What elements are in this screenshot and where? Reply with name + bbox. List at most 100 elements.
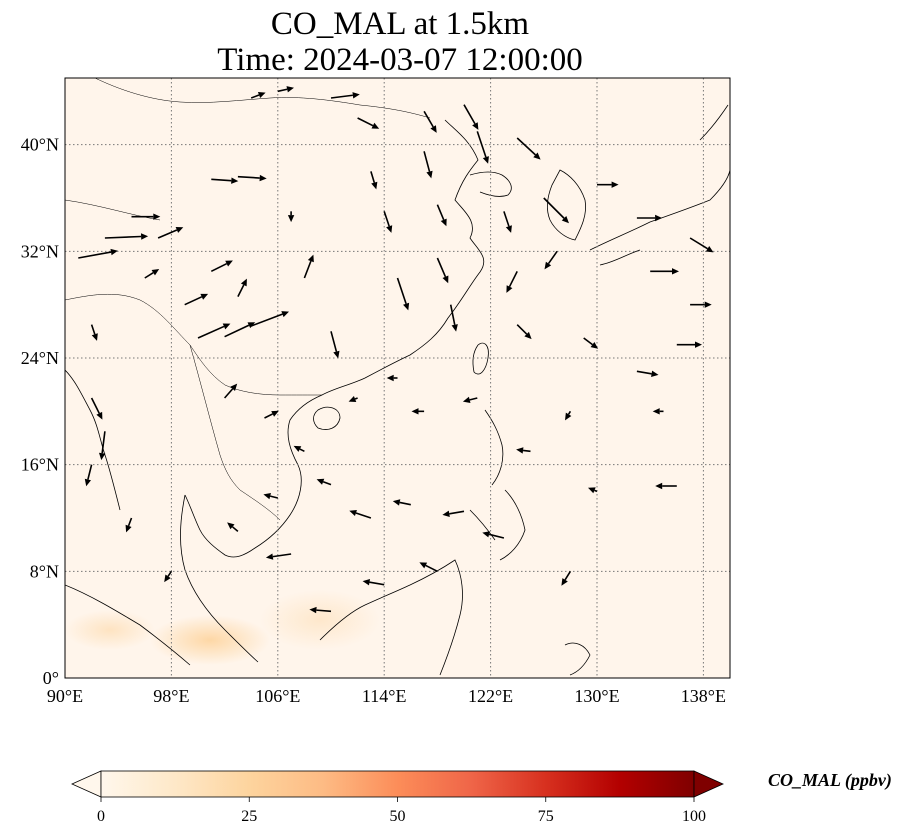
wind-arrow: [357, 117, 380, 129]
longitude-ticks: 90°E 98°E 106°E 114°E 122°E 130°E 138°E: [47, 686, 726, 706]
wind-arrow: [330, 92, 360, 99]
lat-tick-label: 32°N: [21, 241, 59, 261]
colorbar-ticks: 0 25 50 75 100: [97, 797, 706, 825]
coastline-shandong: [469, 171, 512, 197]
wind-arrow: [90, 324, 98, 341]
wind-arrow: [544, 250, 558, 270]
wind-arrow: [482, 531, 505, 539]
country-border: [94, 78, 431, 119]
wind-arrow: [436, 257, 449, 284]
wind-arrow: [506, 270, 518, 293]
wind-arrow: [423, 151, 433, 179]
lon-tick-label: 138°E: [681, 686, 726, 706]
chart-subtitle-time: Time: 2024-03-07 12:00:00: [217, 42, 583, 78]
wind-arrow: [449, 304, 458, 332]
wind-arrow: [197, 323, 231, 339]
colorbar: 0 25 50 75 100: [71, 770, 724, 825]
wind-arrow: [98, 431, 106, 461]
wind-arrow: [436, 204, 447, 227]
wind-arrow: [104, 233, 149, 240]
wind-arrow: [237, 174, 267, 182]
wind-arrow: [370, 171, 378, 190]
wind-arrow: [362, 579, 385, 586]
colorbar-tick-label: 50: [390, 808, 406, 825]
colorbar-tick-label: 75: [538, 808, 554, 825]
lon-tick-label: 106°E: [255, 686, 300, 706]
lon-tick-label: 98°E: [153, 686, 189, 706]
gridlines: [65, 78, 730, 678]
wind-arrow: [583, 337, 599, 349]
wind-arrow: [597, 181, 619, 188]
wind-arrow: [636, 214, 663, 222]
map-frame: [64, 77, 731, 679]
wind-arrow: [164, 570, 173, 583]
wind-arrow: [516, 137, 541, 160]
wind-arrow: [84, 464, 93, 487]
coastline-hainan: [313, 406, 341, 430]
chart-title: CO_MAL at 1.5km: [270, 6, 530, 42]
coastline-china: [321, 119, 485, 396]
wind-arrow: [423, 110, 437, 133]
wind-arrow: [503, 211, 512, 233]
wind-arrow: [265, 553, 292, 560]
lat-tick-label: 0°: [43, 668, 59, 688]
coastline-myanmar: [65, 369, 121, 511]
coastline-taiwan: [472, 342, 489, 375]
wind-arrow: [419, 562, 438, 573]
country-border: [65, 199, 322, 521]
wind-arrow: [125, 517, 133, 533]
wind-arrow: [210, 260, 233, 273]
wind-arrow: [184, 293, 209, 306]
wind-arrow: [516, 447, 531, 454]
wind-arrow: [78, 248, 118, 259]
wind-arrow: [250, 311, 289, 327]
wind-arrow: [90, 397, 103, 420]
wind-arrow: [411, 408, 425, 415]
colorbar-tick-label: 100: [682, 808, 706, 825]
coastline-indochina: [184, 394, 323, 558]
wind-arrow: [349, 509, 372, 519]
wind-arrow: [250, 92, 266, 99]
coastline-borneo: [319, 559, 463, 676]
wind-arrow: [157, 227, 184, 239]
wind-arrow: [316, 478, 332, 486]
coastline-sulawesi: [564, 642, 591, 676]
colorbar-extend-low: [71, 770, 102, 798]
colorbar-bar: [100, 770, 695, 798]
wind-arrow: [227, 522, 239, 532]
lon-tick-label: 90°E: [47, 686, 83, 706]
wind-arrow: [689, 237, 714, 253]
wind-arrow: [287, 211, 295, 223]
wind-arrow: [330, 331, 340, 359]
wind-arrow: [476, 131, 489, 164]
wind-arrow: [211, 177, 239, 184]
wind-arrow: [462, 396, 478, 404]
colorbar-label: CO_MAL (ppbv): [768, 770, 892, 790]
wind-arrow: [277, 86, 294, 93]
wind-arrow: [690, 301, 712, 308]
co-concentration-patch: [260, 590, 380, 650]
coastline-japan: [589, 104, 730, 266]
wind-arrow: [263, 492, 278, 500]
lat-tick-label: 40°N: [21, 135, 59, 155]
wind-vectors: [78, 86, 714, 614]
wind-arrow: [223, 383, 238, 399]
wind-arrow: [652, 408, 664, 415]
colorbar-extend-high: [693, 770, 724, 798]
wind-arrow: [237, 278, 247, 298]
coastline-malay: [180, 494, 259, 663]
wind-arrow: [516, 324, 532, 340]
wind-arrow: [293, 445, 305, 453]
wind-arrow: [396, 277, 410, 311]
wind-arrow: [588, 487, 598, 494]
lat-tick-label: 8°N: [30, 561, 59, 581]
colorbar-tick-label: 0: [97, 808, 105, 825]
latitude-ticks: 0° 8°N 16°N 24°N 32°N 40°N: [21, 135, 59, 688]
lon-tick-label: 130°E: [574, 686, 619, 706]
wind-arrow: [309, 606, 332, 614]
wind-arrow: [348, 396, 358, 402]
wind-arrow: [463, 104, 479, 130]
wind-arrow: [392, 499, 411, 506]
wind-arrow: [543, 197, 569, 224]
wind-arrow: [144, 269, 160, 279]
